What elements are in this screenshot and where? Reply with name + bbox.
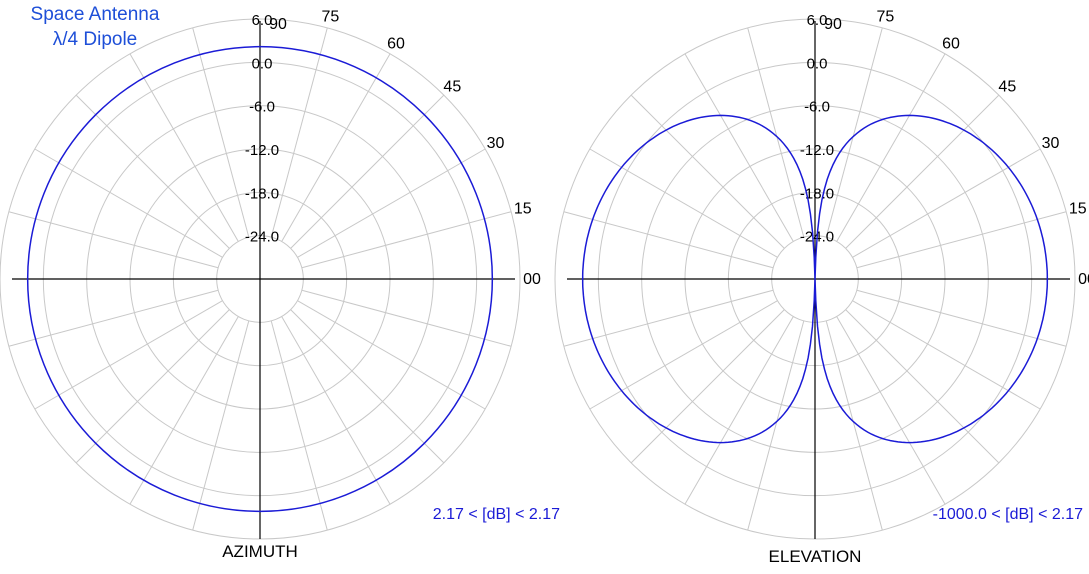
gain-range-label: -1000.0 < [dB] < 2.17 (933, 506, 1083, 523)
angular-tick-label: 30 (487, 135, 505, 152)
grid-spoke (8, 289, 219, 347)
chart-caption: ELEVATION (769, 547, 862, 566)
angular-tick-label: 45 (443, 79, 461, 96)
radial-tick-label: -24.0 (245, 229, 279, 246)
angular-tick-label: 75 (877, 8, 895, 25)
figure-title: Space Antenna λ/4 Dipole (0, 2, 190, 52)
grid-spoke (192, 27, 250, 238)
grid-spoke (747, 27, 805, 238)
grid-spoke (836, 53, 946, 242)
grid-spoke (684, 316, 794, 505)
azimuth-chart: 6.0 0.0 -6.0 -12.0 -18.0 -24.0 90 75 60 45 30 15 00 2… (0, 8, 560, 561)
grid-spoke (563, 211, 774, 269)
radial-tick-label: -6.0 (804, 99, 830, 116)
radial-tick-label: -18.0 (245, 185, 279, 202)
grid-spoke (856, 289, 1067, 347)
grid-spoke (34, 148, 223, 258)
grid-spoke (845, 309, 1000, 464)
grid-spoke (129, 316, 239, 505)
angular-tick-label: 90 (269, 16, 287, 33)
angular-tick-label: 60 (387, 35, 405, 52)
grid-spoke (630, 309, 785, 464)
grid-spoke (34, 300, 223, 410)
grid-spoke (836, 316, 946, 505)
grid-spoke (75, 94, 230, 249)
grid-spoke (192, 320, 250, 531)
angular-tick-label: 90 (824, 16, 842, 33)
radial-tick-label: -6.0 (249, 99, 275, 116)
pattern-trace (26, 45, 494, 513)
grid-spoke (290, 94, 445, 249)
radial-tick-label: 6.0 (807, 12, 828, 29)
gain-range-label: 2.17 < [dB] < 2.17 (433, 506, 560, 523)
grid-spoke (301, 211, 512, 269)
grid-spoke (630, 94, 785, 249)
title-line-1: Space Antenna (30, 4, 160, 25)
radial-tick-label: -12.0 (800, 142, 834, 159)
grid-spoke (290, 309, 445, 464)
grid-spoke (297, 148, 486, 258)
angular-tick-label: 30 (1042, 135, 1060, 152)
title-line-2: λ/4 Dipole (52, 29, 138, 50)
grid-spoke (270, 27, 328, 238)
grid-spoke (129, 53, 239, 242)
grid-spoke (747, 320, 805, 531)
grid-spoke (301, 289, 512, 347)
radial-tick-label: 0.0 (252, 55, 273, 72)
grid-spoke (856, 211, 1067, 269)
grid-spoke (75, 309, 230, 464)
angular-tick-label: 45 (998, 79, 1016, 96)
grid-spoke (845, 94, 1000, 249)
radial-tick-label: 0.0 (807, 55, 828, 72)
pattern-trace (581, 114, 1049, 444)
chart-caption: AZIMUTH (222, 542, 298, 561)
radial-tick-label: -18.0 (800, 185, 834, 202)
grid-spoke (684, 53, 794, 242)
angular-tick-label: 00 (523, 271, 541, 288)
angular-tick-label: 00 (1078, 271, 1089, 288)
angular-tick-label: 15 (514, 201, 532, 218)
elevation-chart: 6.00.0-6.0-12.0-18.0-24.090756045301500-… (554, 8, 1089, 566)
angular-tick-label: 15 (1069, 201, 1087, 218)
radial-tick-label: -12.0 (245, 142, 279, 159)
grid-spoke (825, 27, 883, 238)
angular-tick-label: 75 (322, 8, 340, 25)
grid-spoke (8, 211, 219, 269)
grid-spoke (825, 320, 883, 531)
radial-tick-label: 6.0 (252, 12, 273, 29)
grid-spoke (281, 53, 391, 242)
grid-spoke (563, 289, 774, 347)
grid-spoke (270, 320, 328, 531)
grid-spoke (297, 300, 486, 410)
grid-spoke (281, 316, 391, 505)
angular-tick-label: 60 (942, 35, 960, 52)
